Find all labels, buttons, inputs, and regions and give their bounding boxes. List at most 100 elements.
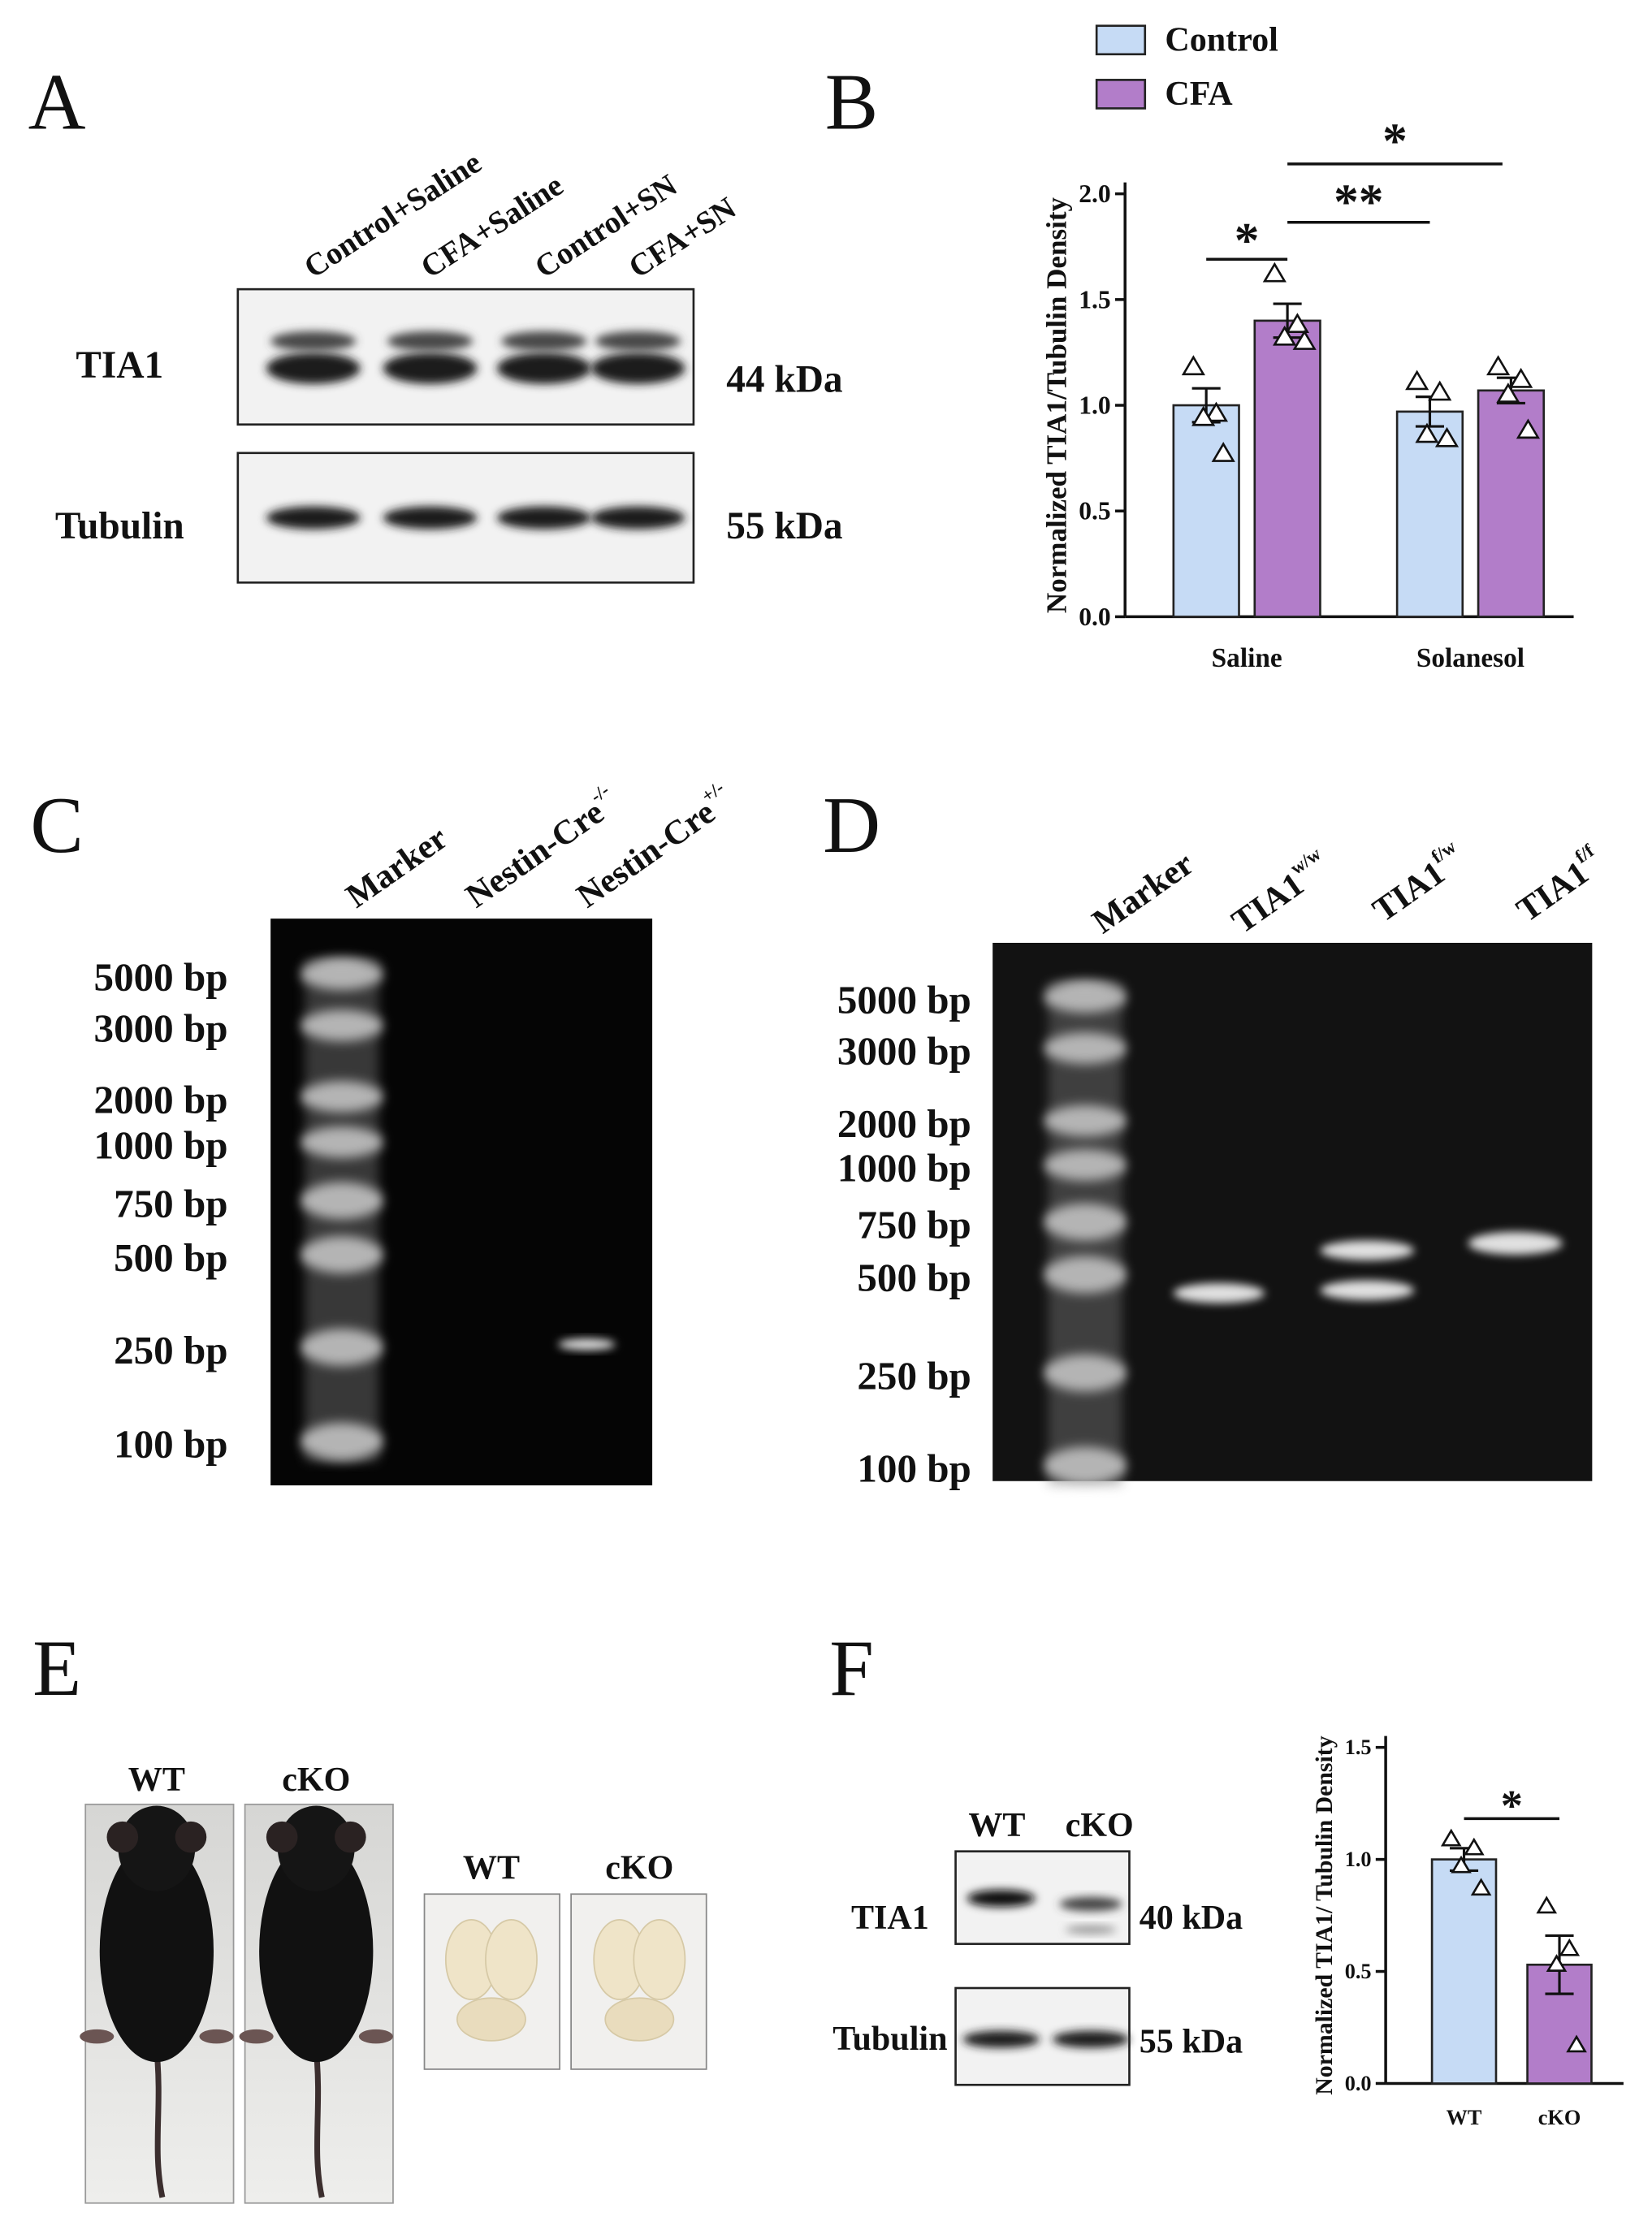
data-point (1566, 2034, 1587, 2053)
gel-band (1173, 1283, 1265, 1303)
ladder-label: 2000 bp (837, 1101, 971, 1146)
ladder-label: 2000 bp (94, 1077, 228, 1122)
ladder-label: 100 bp (114, 1422, 227, 1467)
gel-band (558, 1338, 616, 1351)
blot-band (1065, 1925, 1117, 1934)
protein-label: Tubulin (55, 505, 184, 547)
x-tick-label: Solanesol (1416, 643, 1524, 673)
y-tick-label: 1.0 (1079, 391, 1110, 420)
data-point (1440, 1828, 1462, 1847)
y-tick-label: 0.0 (1345, 2072, 1372, 2095)
protein-label: Tubulin (832, 2021, 947, 2058)
data-point (1463, 1837, 1485, 1856)
legend-swatch (1095, 24, 1147, 56)
significance-label: ** (1334, 175, 1383, 230)
mouse-tail (154, 2050, 166, 2198)
ladder-label: 750 bp (114, 1181, 227, 1225)
blot-band (387, 331, 474, 352)
blot-band (590, 352, 685, 384)
ladder-label: 100 bp (857, 1446, 971, 1490)
brain-hemisphere (485, 1918, 538, 2000)
legend-swatch (1095, 79, 1147, 110)
data-point (1496, 383, 1520, 403)
y-tick-label: 1.5 (1345, 1735, 1372, 1759)
blot-band (1052, 2030, 1130, 2048)
y-tick-label: 1.0 (1345, 1848, 1372, 1871)
blot-band (1059, 1896, 1122, 1912)
ladder-label: 500 bp (857, 1256, 971, 1300)
data-point (1415, 422, 1439, 443)
size-label: 55 kDa (1140, 2024, 1243, 2061)
significance-label: * (1382, 114, 1408, 169)
bar (1477, 389, 1546, 618)
data-point (1516, 418, 1541, 439)
blot-band (383, 506, 478, 529)
bar (1172, 404, 1240, 618)
gel-band (1320, 1240, 1415, 1260)
data-point (1273, 325, 1297, 346)
data-point (1434, 426, 1460, 447)
legend-label: CFA (1165, 76, 1233, 113)
brain-hemisphere (633, 1918, 686, 2000)
size-label: 40 kDa (1140, 1900, 1243, 1937)
y-axis-label: Normalized TIA1/ Tubulin Density (1311, 1735, 1338, 2094)
data-point (1405, 370, 1429, 391)
x-tick-label: Saline (1212, 643, 1282, 673)
significance-label: * (1235, 214, 1260, 269)
ladder-smear (1048, 983, 1122, 1486)
panel-letter: A (28, 58, 86, 146)
data-point (1536, 1895, 1558, 1914)
blot-band (590, 506, 685, 529)
data-point (1262, 262, 1287, 283)
blot-band (962, 2030, 1040, 2048)
mouse-ear (175, 1821, 207, 1853)
mouse-foot (239, 2029, 274, 2044)
ladder-label: 5000 bp (94, 955, 228, 1000)
lane-label: WT (968, 1807, 1025, 1844)
data-point (1292, 330, 1317, 350)
y-tick-label: 0.5 (1079, 497, 1110, 525)
y-tick-label: 0.5 (1345, 1960, 1372, 1983)
mouse-head (277, 1805, 355, 1891)
data-point (1285, 313, 1309, 333)
blot-band (967, 1890, 1036, 1908)
mouse-body (99, 1839, 214, 2063)
gel-band (1320, 1280, 1415, 1301)
mouse-tail (313, 2050, 325, 2198)
data-point (1428, 380, 1452, 401)
panel-letter: F (829, 1625, 874, 1713)
data-point (1191, 405, 1216, 426)
ladder-label: 3000 bp (837, 1029, 971, 1074)
data-point (1211, 442, 1235, 462)
size-label: 44 kDa (726, 358, 842, 400)
blot-band (501, 331, 587, 352)
mouse-ear (106, 1821, 139, 1853)
data-point (1470, 1878, 1492, 1896)
blot-band (383, 352, 478, 384)
data-point (1451, 1855, 1472, 1874)
ladder-label: 750 bp (857, 1203, 971, 1247)
data-point (1546, 1954, 1568, 1972)
ladder-label: 500 bp (114, 1235, 227, 1280)
mouse-ear (335, 1821, 366, 1853)
blot-band (266, 352, 361, 384)
blot-band (496, 506, 591, 529)
lane-label: cKO (1066, 1807, 1134, 1844)
y-axis-label: Normalized TIA1/Tubulin Density (1041, 197, 1073, 613)
data-point (1509, 367, 1533, 388)
significance-label: * (1501, 1782, 1523, 1831)
x-tick-label: cKO (1538, 2106, 1581, 2129)
data-point (1486, 355, 1511, 376)
protein-label: TIA1 (851, 1900, 929, 1937)
ladder-label: 3000 bp (94, 1006, 228, 1051)
blot-band (270, 331, 357, 352)
panel-letter: D (823, 782, 880, 870)
brain-cerebellum (604, 1997, 675, 2042)
data-point (1181, 355, 1205, 376)
ladder-label: 1000 bp (94, 1122, 228, 1167)
size-label: 55 kDa (726, 505, 842, 547)
mouse-ear (266, 1821, 298, 1853)
panel-letter: B (825, 58, 879, 146)
blot-band (496, 352, 591, 384)
y-tick-label: 0.0 (1079, 603, 1110, 631)
